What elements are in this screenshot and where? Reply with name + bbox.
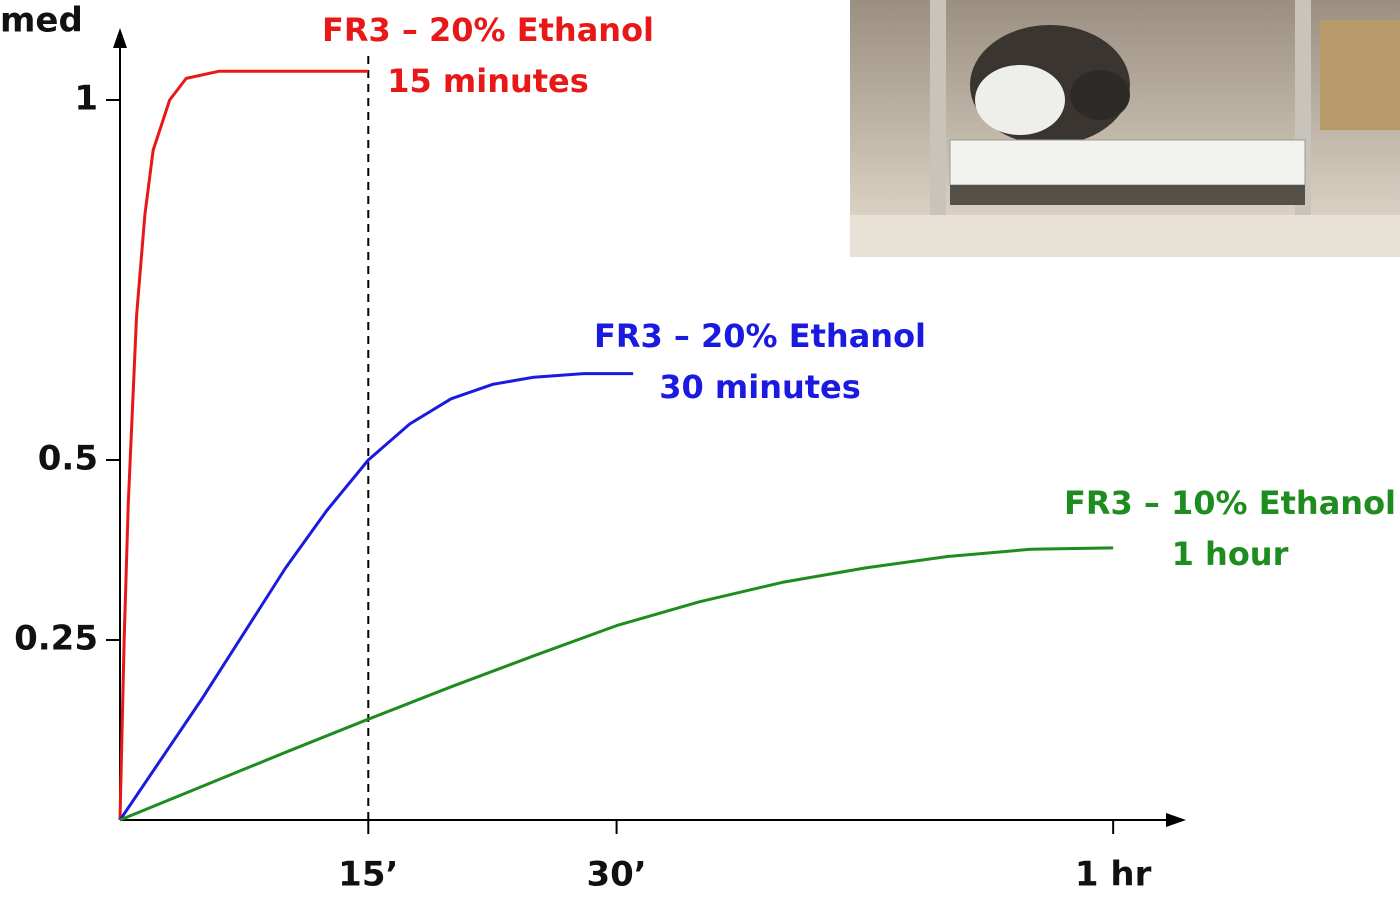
x-axis-arrow (1166, 813, 1186, 827)
series-label: FR3 – 20% Ethanol (322, 11, 654, 49)
series-label: FR3 – 10% Ethanol (1064, 484, 1396, 522)
series-sublabel: 30 minutes (659, 368, 861, 406)
series-line (118, 372, 634, 821)
series-label: FR3 – 20% Ethanol (594, 317, 926, 355)
series-line (118, 69, 369, 821)
x-tick-label: 15’ (338, 855, 398, 895)
series-sublabel: 1 hour (1172, 535, 1289, 573)
y-tick-label: 0.25 (14, 619, 98, 659)
photo (850, 0, 1400, 257)
x-tick-label: 30’ (586, 855, 646, 895)
series-sublabel: 15 minutes (387, 62, 589, 100)
y-axis-arrow (113, 28, 127, 48)
x-tick-label: 1 hr (1075, 855, 1152, 895)
y-axis-label: med (0, 1, 83, 41)
series-line (119, 546, 1114, 822)
y-tick-label: 0.5 (38, 439, 98, 479)
y-tick-label: 1 (74, 79, 98, 119)
